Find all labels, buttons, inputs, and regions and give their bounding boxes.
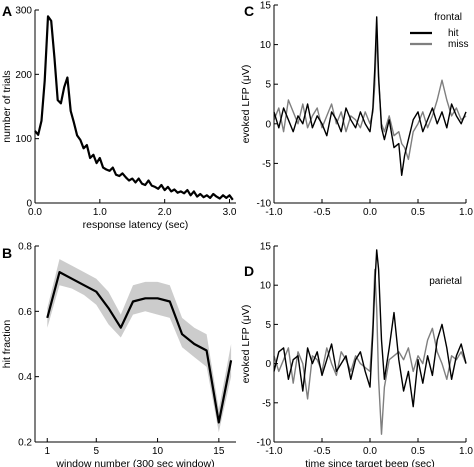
x-tick-label: 5	[93, 446, 99, 457]
x-tick-label: -1.0	[265, 446, 283, 457]
panel-c: C -1.0 -0.5 0.0 0.5 1.0 -10 -5 0 5 10 15 evoked LFP …	[240, 1, 473, 219]
y-axis-label: number of trials	[1, 70, 13, 142]
y-tick-label: 0.2	[18, 438, 32, 449]
y-tick-label: -10	[257, 199, 272, 210]
series-line-miss	[273, 32, 467, 161]
y-tick-label: 100	[15, 134, 32, 145]
panel-d: D -1.0 -0.5 0.0 0.5 1.0 -10 -5 0 5 10 15 time since …	[240, 242, 473, 467]
y-tick-label: 300	[15, 6, 32, 17]
x-tick-label: 10	[152, 446, 164, 457]
panel-label: A	[2, 3, 12, 19]
y-tick-label: -5	[262, 159, 271, 170]
x-tick-label: -0.5	[313, 207, 331, 218]
x-tick-label: 1.0	[459, 446, 473, 457]
y-tick-label: 0.6	[18, 307, 32, 318]
x-tick-label: 0.0	[363, 207, 377, 218]
region-title: frontal	[434, 12, 462, 23]
y-tick-label: 15	[260, 242, 272, 253]
x-tick-label: 1	[44, 446, 50, 457]
y-tick-label: 5	[265, 320, 271, 331]
x-tick-label: 1.0	[93, 207, 107, 218]
x-tick-label: 0.0	[363, 446, 377, 457]
y-axis-label: hit fraction	[1, 320, 13, 369]
x-axis-label: response latency (sec)	[83, 219, 189, 231]
y-tick-label: 10	[260, 281, 272, 292]
y-tick-label: 0	[26, 199, 32, 210]
y-tick-label: 5	[265, 80, 271, 91]
x-tick-label: 15	[213, 446, 225, 457]
y-tick-label: 10	[260, 40, 272, 51]
confidence-band	[47, 259, 232, 433]
panel-label: B	[2, 245, 12, 261]
series-line-miss	[273, 268, 467, 435]
series-line-main	[34, 15, 234, 201]
y-axis-label: evoked LFP (μV)	[240, 65, 252, 144]
x-tick-label: -0.5	[313, 446, 331, 457]
panel-a: A 0.0 1.0 2.0 3.0 0 100 200 300 response latency …	[1, 3, 237, 231]
y-tick-label: 0	[265, 359, 271, 370]
panel-label: C	[244, 3, 254, 19]
legend-label-miss: miss	[448, 39, 469, 50]
x-axis-label: window number (300 sec window)	[55, 458, 214, 467]
x-axis-label: time since target beep (sec)	[305, 458, 435, 467]
series-line-hit	[273, 16, 467, 177]
y-tick-label: 0.8	[18, 242, 32, 253]
y-tick-label: 0.4	[18, 372, 32, 383]
y-axis-label: evoked LFP (μV)	[240, 305, 252, 384]
y-tick-label: -5	[262, 398, 271, 409]
y-tick-label: 15	[260, 1, 272, 12]
x-tick-label: 0.5	[411, 207, 425, 218]
y-tick-label: 200	[15, 70, 32, 81]
panel-label: D	[244, 263, 254, 279]
x-tick-label: 2.0	[158, 207, 172, 218]
series-line-hit	[273, 249, 467, 408]
region-title: parietal	[429, 276, 462, 287]
x-tick-label: -1.0	[265, 207, 283, 218]
x-tick-label: 3.0	[223, 207, 237, 218]
x-tick-label: 0.0	[28, 207, 42, 218]
y-tick-label: 0	[265, 119, 271, 130]
series-line-main	[46, 271, 233, 424]
y-tick-label: -10	[257, 438, 272, 449]
legend-label-hit: hit	[448, 28, 459, 39]
x-tick-label: 1.0	[459, 207, 473, 218]
x-tick-label: 0.5	[411, 446, 425, 457]
